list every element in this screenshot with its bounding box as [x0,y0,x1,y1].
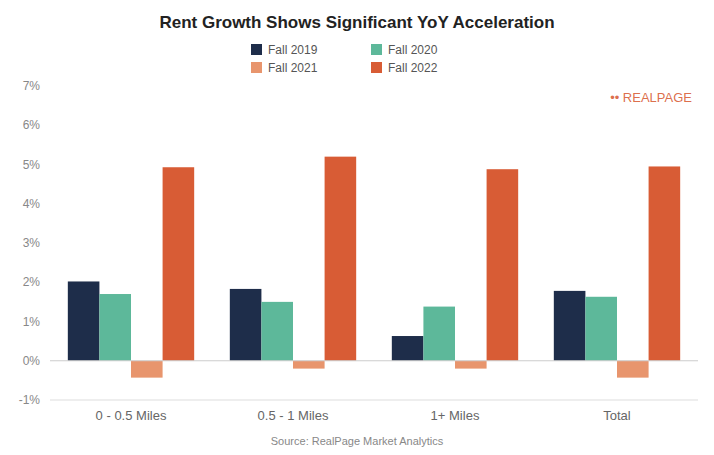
source-note: Source: RealPage Market Analytics [271,435,444,447]
bar [585,297,617,361]
bar [131,361,163,378]
legend-swatch [251,44,262,55]
x-tick-label: 1+ Miles [431,408,480,423]
y-tick-label: 1% [23,315,41,329]
legend-label: Fall 2022 [388,61,438,75]
watermark: •• REALPAGE [610,90,692,105]
y-tick-label: 0% [23,354,41,368]
bar [617,361,649,378]
legend: Fall 2019 Fall 2020 Fall 2021 Fall 2022 [251,43,438,75]
legend-swatch [371,44,382,55]
x-tick-label: Total [603,408,631,423]
y-axis: -1% 0% 1% 2% 3% 4% 5% 6% 7% [19,79,41,407]
bar [99,294,131,361]
x-axis: 0 - 0.5 Miles 0.5 - 1 Miles 1+ Miles Total [96,408,631,423]
legend-label: Fall 2019 [268,43,318,57]
bar [261,302,293,361]
legend-swatch [371,62,382,73]
bar [423,307,455,361]
x-axis-line [50,400,698,401]
bar [455,361,487,369]
bar [68,281,100,360]
legend-swatch [251,62,262,73]
chart-title: Rent Growth Shows Significant YoY Accele… [159,13,554,32]
chart-svg: Rent Growth Shows Significant YoY Accele… [0,0,714,455]
legend-label: Fall 2021 [268,61,318,75]
y-tick-label: 7% [23,79,41,93]
x-tick-label: 0 - 0.5 Miles [96,408,167,423]
y-tick-label: 2% [23,275,41,289]
legend-label: Fall 2020 [388,43,438,57]
y-tick-label: 6% [23,118,41,132]
bar [649,166,681,360]
bar [554,291,586,361]
y-tick-label: -1% [19,393,41,407]
y-tick-label: 3% [23,236,41,250]
chart-container: Rent Growth Shows Significant YoY Accele… [0,0,714,455]
x-tick-label: 0.5 - 1 Miles [258,408,329,423]
bars [68,157,680,378]
bar [230,289,262,361]
bar [293,361,325,369]
bar [487,169,519,361]
bar [325,157,357,361]
zero-line [50,360,698,361]
y-tick-label: 4% [23,197,41,211]
bar [163,167,195,361]
bar [392,336,424,361]
y-tick-label: 5% [23,158,41,172]
